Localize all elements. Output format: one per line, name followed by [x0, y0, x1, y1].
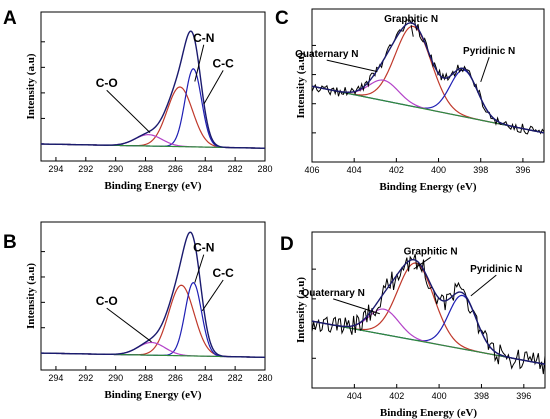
x-tick-label: 396 [516, 391, 531, 401]
x-tick-label: 286 [168, 164, 183, 174]
raw-data-curve [312, 18, 544, 135]
fit-peak-curve [41, 282, 265, 358]
fit-peak-curve [41, 86, 265, 149]
x-tick-label: 402 [389, 165, 404, 175]
x-tick-label: 294 [48, 164, 63, 174]
fit-peak-curve [41, 284, 265, 358]
annotation-arrow [106, 89, 151, 133]
x-tick-label: 292 [78, 373, 93, 383]
x-axis-label: Binding Energy (eV) [380, 407, 478, 419]
x-tick-label: 406 [304, 165, 319, 175]
envelope-curve [41, 231, 265, 359]
x-tick-label: 284 [198, 373, 213, 383]
x-tick-label: 280 [257, 373, 272, 383]
annotation-label: C-N [193, 241, 214, 255]
panel-letter: A [3, 8, 17, 29]
annotation-label: C-C [213, 266, 235, 280]
panel-letter: C [275, 8, 289, 29]
envelope-curve [312, 258, 545, 365]
panel-D: D 404 402 400 398 396 Binding Energy (eV) Inten… [280, 231, 546, 419]
plot-frame [311, 231, 546, 389]
annotation-arrow [203, 70, 224, 105]
fit-peak-curve [41, 68, 265, 149]
raw-data-curve [312, 253, 545, 375]
fit-peak-curve [312, 25, 544, 134]
x-tick-label: 292 [78, 164, 93, 174]
x-tick-label: 282 [228, 164, 243, 174]
annotation-label: Quaternary N [302, 288, 365, 299]
panel-letter: B [3, 232, 17, 253]
annotation-arrow [413, 256, 431, 270]
x-tick-label: 288 [138, 373, 153, 383]
annotation-arrow [194, 44, 205, 82]
annotation-arrow [480, 57, 490, 83]
y-axis-label: Intensity (a.u) [25, 263, 37, 329]
plot-frame [40, 221, 266, 371]
annotation-arrow [333, 298, 380, 315]
x-tick-label: 284 [198, 164, 213, 174]
y-axis-label: Intensity (a.u) [25, 53, 37, 119]
annotation-label: C-C [213, 56, 235, 70]
envelope-curve [41, 30, 265, 149]
x-tick-label: 282 [228, 373, 243, 383]
annotation-arrow [106, 307, 152, 343]
fit-peak-curve [312, 294, 545, 365]
annotation-arrow [326, 59, 378, 73]
annotation-arrow [194, 254, 205, 283]
x-axis-label: Binding Energy (eV) [379, 181, 477, 193]
x-tick-label: 404 [347, 165, 362, 175]
x-tick-label: 402 [389, 391, 404, 401]
annotation-label: Pyridinic N [463, 46, 515, 57]
plot-frame [40, 11, 266, 162]
panel-A: A 294 292 290 288 286 284 282 280 Binding Energy … [3, 8, 273, 192]
fit-peak-curve [312, 79, 544, 134]
x-tick-label: 404 [347, 391, 362, 401]
x-tick-label: 288 [138, 164, 153, 174]
y-axis-label: Intensity (a.u) [295, 277, 307, 343]
panel-C: C 406 404 402 400 398 396 Binding Energy (eV) In… [275, 8, 545, 193]
annotation-label: Graphitic N [404, 246, 458, 257]
x-tick-label: 400 [431, 165, 446, 175]
panel-B: B 294 292 290 288 286 284 282 280 Binding Energy … [3, 221, 273, 401]
plot-frame [311, 8, 545, 163]
annotation-label: Graphitic N [384, 14, 438, 25]
annotation-arrow [470, 274, 497, 297]
annotation-label: Quaternary N [295, 49, 358, 60]
annotation-label: Pyridinic N [470, 264, 522, 275]
x-tick-label: 396 [515, 165, 530, 175]
x-tick-label: 400 [432, 391, 447, 401]
annotation-arrow [410, 25, 414, 37]
fit-peak-curve [312, 308, 545, 365]
x-tick-label: 294 [48, 373, 63, 383]
annotation-label: C-O [96, 294, 118, 308]
x-tick-label: 398 [474, 391, 489, 401]
envelope-curve [312, 22, 544, 134]
annotation-arrow [201, 279, 224, 312]
x-tick-label: 286 [168, 373, 183, 383]
x-axis-label: Binding Energy (eV) [104, 389, 202, 401]
x-tick-label: 290 [108, 164, 123, 174]
x-tick-label: 280 [257, 164, 272, 174]
fit-peak-curve [312, 69, 544, 134]
x-tick-label: 398 [473, 165, 488, 175]
x-axis-label: Binding Energy (eV) [104, 180, 202, 192]
annotation-label: C-N [193, 31, 214, 45]
annotation-label: C-O [96, 76, 118, 90]
x-tick-label: 290 [108, 373, 123, 383]
y-axis-label: Intensity (a.u) [295, 52, 307, 118]
panel-letter: D [280, 234, 294, 255]
